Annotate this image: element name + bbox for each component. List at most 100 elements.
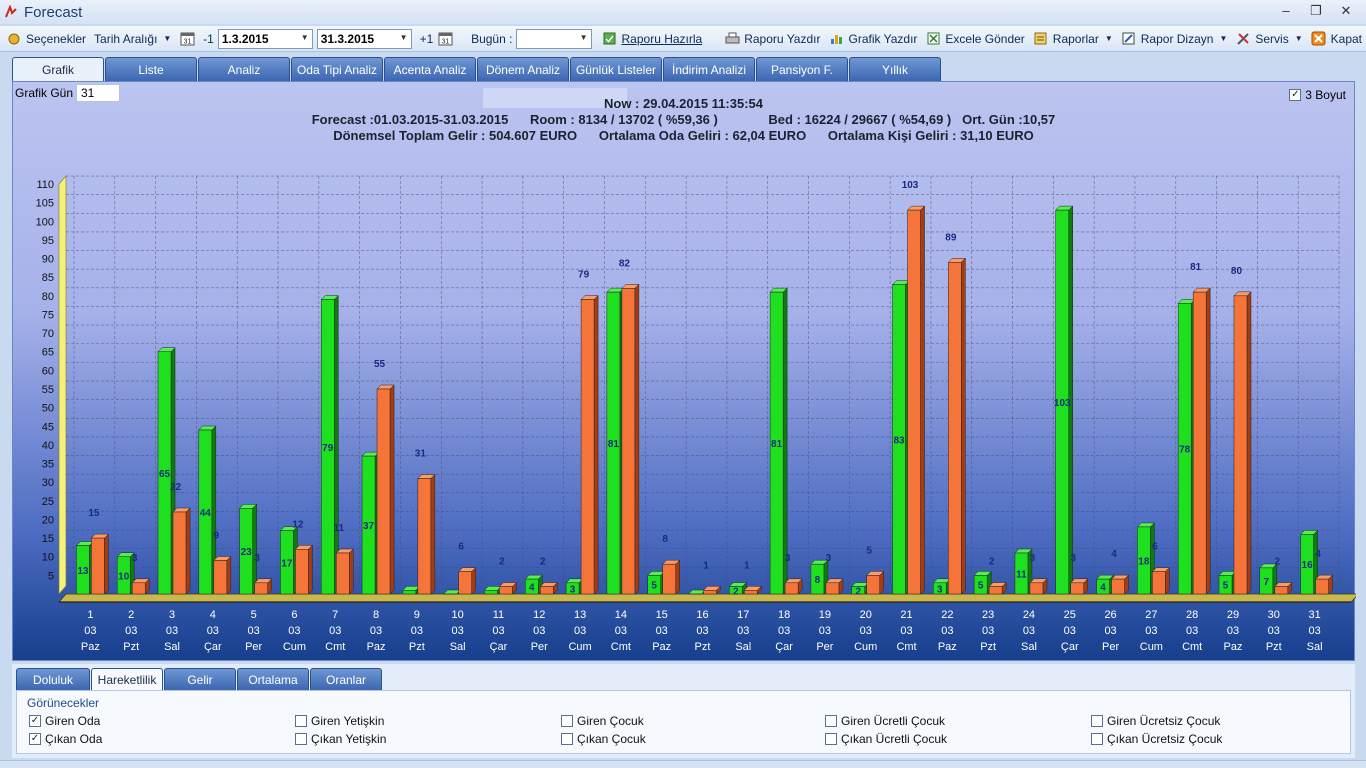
bar-giren-oda (729, 586, 743, 595)
option-checkbox[interactable] (561, 733, 573, 745)
x-tick-label: 03 (1023, 625, 1035, 637)
visible-option[interactable]: Giren Yetişkin (295, 714, 384, 728)
end-date-input[interactable]: 31.3.2015 ▼ (316, 28, 412, 49)
toolbar: Seçenekler Tarih Aralığı ▼ 31 -1 1.3.2015… (0, 26, 1366, 52)
service-menu[interactable]: Servis ▼ (1231, 31, 1306, 47)
option-checkbox[interactable]: ✓ (29, 733, 41, 745)
visible-option[interactable]: Çıkan Çocuk (561, 732, 646, 746)
x-tick-label: 03 (166, 625, 178, 637)
options-menu[interactable]: Seçenekler (2, 31, 90, 47)
visible-option[interactable]: ✓ Çıkan Oda (29, 732, 102, 746)
x-tick-label: 03 (656, 625, 668, 637)
option-label: Giren Çocuk (577, 714, 644, 728)
bottom-tab-2[interactable]: Gelir (164, 668, 236, 690)
option-checkbox[interactable] (825, 715, 837, 727)
bottom-tab-3[interactable]: Ortalama (237, 668, 309, 690)
visible-option[interactable]: Çıkan Ücretli Çocuk (825, 732, 947, 746)
x-tick-label: Cum (283, 641, 306, 653)
close-window-button[interactable]: ✕ (1340, 3, 1352, 18)
data-label-cikan: 3 (254, 553, 260, 564)
option-checkbox[interactable] (1091, 715, 1103, 727)
x-tick-label: 03 (1145, 625, 1157, 637)
data-label-giren: 5 (651, 581, 657, 592)
send-excel-button[interactable]: Excele Gönder (921, 31, 1028, 47)
tab-2[interactable]: Analiz (198, 57, 290, 81)
option-checkbox[interactable] (295, 733, 307, 745)
tab-4[interactable]: Acenta Analiz (384, 57, 476, 81)
now-timestamp: Now : 29.04.2015 11:35:54 (604, 96, 763, 111)
bar-cikan-oda (703, 590, 717, 595)
dropdown-arrow-icon[interactable]: ▼ (300, 32, 309, 42)
dropdown-arrow-icon[interactable]: ▼ (399, 32, 408, 42)
data-label-cikan: 12 (292, 519, 304, 530)
tab-8[interactable]: Pansiyon F. (756, 57, 848, 81)
dropdown-arrow-icon[interactable]: ▼ (579, 32, 588, 42)
bar-cikan-oda (1111, 578, 1125, 595)
tab-1[interactable]: Liste (105, 57, 197, 81)
x-tick-label: Per (1102, 641, 1119, 653)
minimize-button[interactable]: ‒ (1282, 3, 1290, 18)
bottom-tab-1[interactable]: Hareketlilik (91, 668, 163, 690)
prepare-report-button[interactable]: Raporu Hazırla (598, 31, 707, 47)
visible-option[interactable]: Çıkan Yetişkin (295, 732, 386, 746)
option-label: Çıkan Ücretsiz Çocuk (1107, 732, 1223, 746)
today-select[interactable]: ▼ (516, 28, 592, 49)
option-checkbox[interactable] (295, 715, 307, 727)
option-checkbox[interactable] (1091, 733, 1103, 745)
reports-menu[interactable]: Raporlar ▼ (1029, 31, 1117, 47)
tab-3[interactable]: Oda Tipi Analiz (291, 57, 383, 81)
restore-button[interactable]: ❐ (1310, 3, 1322, 18)
x-tick-label: 03 (696, 625, 708, 637)
close-button[interactable]: Kapat (1307, 31, 1366, 47)
bar-cikan-oda-side (961, 257, 966, 595)
tab-5[interactable]: Dönem Analiz (477, 57, 569, 81)
next-day-button[interactable]: +1 (419, 31, 434, 46)
start-date-input[interactable]: 1.3.2015 ▼ (217, 28, 313, 49)
data-label-cikan: 11 (333, 523, 344, 534)
calendar-icon[interactable]: 31 (437, 31, 453, 47)
y-tick-label: 95 (42, 235, 54, 247)
visible-option[interactable]: Giren Çocuk (561, 714, 644, 728)
previous-day-button[interactable]: -1 (203, 31, 214, 46)
report-design-menu[interactable]: Rapor Dizayn ▼ (1117, 31, 1232, 47)
calendar-icon[interactable]: 31 (179, 31, 195, 47)
option-checkbox[interactable]: ✓ (29, 715, 41, 727)
y-tick-label: 15 (42, 533, 54, 545)
bar-cikan-oda (988, 586, 1003, 595)
visible-option[interactable]: ✓ Giren Oda (29, 714, 100, 728)
data-label-giren: 78 (1179, 445, 1191, 456)
x-tick-label: 03 (1308, 625, 1320, 637)
data-label-giren: 4 (529, 583, 535, 594)
bar-giren-oda (565, 582, 580, 595)
bottom-tab-4[interactable]: Oranlar (310, 668, 382, 690)
tab-0[interactable]: Grafik (12, 57, 104, 82)
print-report-button[interactable]: Raporu Yazdır (720, 31, 824, 47)
3d-toggle[interactable]: ✓ 3 Boyut (1289, 88, 1346, 102)
bar-giren-oda (892, 284, 906, 595)
tab-7[interactable]: İndirim Analizi (663, 57, 755, 81)
print-chart-button[interactable]: Grafik Yazdır (824, 31, 921, 47)
chart-days-input[interactable]: 31 (76, 84, 120, 102)
x-tick-label: Paz (1223, 641, 1242, 653)
visible-option[interactable]: Giren Ücretsiz Çocuk (1091, 714, 1220, 728)
chevron-down-icon: ▼ (1294, 34, 1303, 43)
data-label-cikan: 3 (1030, 553, 1036, 564)
option-checkbox[interactable] (561, 715, 573, 727)
tab-9[interactable]: Yıllık (849, 57, 941, 81)
visible-option[interactable]: Çıkan Ücretsiz Çocuk (1091, 732, 1222, 746)
x-tick-label: Çar (204, 641, 222, 653)
3d-checkbox[interactable]: ✓ (1289, 89, 1302, 101)
bar-giren-oda (1137, 526, 1151, 595)
y-tick-label: 30 (42, 477, 54, 489)
date-range-menu[interactable]: Tarih Aralığı ▼ (94, 31, 172, 46)
data-label-cikan: 8 (662, 534, 668, 545)
x-tick-label: 6 (291, 609, 297, 621)
tab-6[interactable]: Günlük Listeler (570, 57, 662, 81)
visible-option[interactable]: Giren Ücretli Çocuk (825, 714, 945, 728)
x-tick-label: 03 (329, 625, 341, 637)
option-checkbox[interactable] (825, 733, 837, 745)
bottom-tab-0[interactable]: Doluluk (16, 668, 90, 690)
bar-cikan-oda (662, 563, 676, 595)
data-label-cikan: 3 (1070, 553, 1076, 564)
bar-cikan-oda-side (348, 548, 354, 595)
